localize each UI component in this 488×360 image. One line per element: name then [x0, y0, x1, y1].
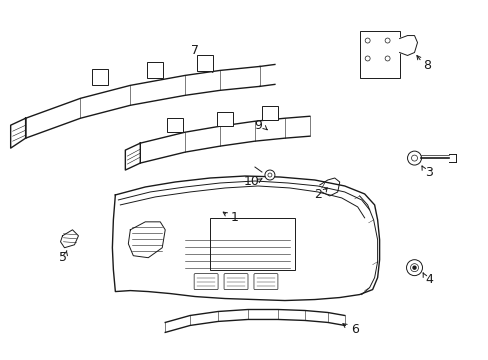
- Polygon shape: [11, 118, 25, 148]
- FancyBboxPatch shape: [194, 274, 218, 289]
- Circle shape: [407, 151, 421, 165]
- Text: 10: 10: [244, 175, 260, 189]
- FancyBboxPatch shape: [359, 31, 399, 78]
- Circle shape: [411, 155, 417, 161]
- Circle shape: [406, 260, 422, 276]
- FancyBboxPatch shape: [262, 106, 277, 120]
- FancyBboxPatch shape: [253, 274, 277, 289]
- Circle shape: [365, 38, 369, 43]
- FancyBboxPatch shape: [167, 118, 183, 132]
- Text: 2: 2: [313, 188, 321, 202]
- FancyBboxPatch shape: [224, 274, 247, 289]
- Text: 9: 9: [253, 119, 262, 132]
- Circle shape: [385, 56, 389, 61]
- Text: 1: 1: [231, 211, 239, 224]
- Text: 4: 4: [425, 273, 432, 286]
- FancyBboxPatch shape: [92, 69, 108, 85]
- Text: 7: 7: [191, 44, 199, 57]
- Circle shape: [267, 173, 271, 177]
- FancyBboxPatch shape: [210, 218, 294, 270]
- Polygon shape: [399, 36, 417, 55]
- Polygon shape: [125, 143, 140, 170]
- Polygon shape: [140, 116, 309, 163]
- Polygon shape: [61, 230, 78, 248]
- Polygon shape: [25, 67, 260, 138]
- Text: 5: 5: [59, 251, 66, 264]
- Polygon shape: [165, 310, 344, 332]
- FancyBboxPatch shape: [217, 112, 233, 126]
- FancyBboxPatch shape: [147, 62, 163, 78]
- Circle shape: [365, 56, 369, 61]
- Text: 8: 8: [423, 59, 430, 72]
- Text: 3: 3: [425, 166, 432, 179]
- FancyBboxPatch shape: [197, 55, 213, 71]
- Circle shape: [412, 266, 415, 269]
- Polygon shape: [112, 176, 379, 301]
- Circle shape: [410, 264, 418, 272]
- Text: 6: 6: [350, 323, 358, 336]
- Polygon shape: [128, 222, 165, 258]
- Circle shape: [385, 38, 389, 43]
- Circle shape: [264, 170, 274, 180]
